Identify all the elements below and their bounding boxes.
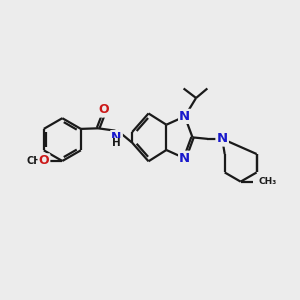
Text: N: N bbox=[179, 110, 190, 123]
Text: N: N bbox=[111, 131, 122, 144]
Text: O: O bbox=[39, 154, 49, 167]
Text: O: O bbox=[99, 103, 109, 116]
Text: H: H bbox=[112, 138, 121, 148]
Text: N: N bbox=[111, 131, 122, 144]
Text: N: N bbox=[179, 110, 190, 123]
Text: CH₃: CH₃ bbox=[259, 177, 277, 186]
Text: O: O bbox=[99, 103, 109, 116]
Text: N: N bbox=[179, 152, 190, 165]
Text: N: N bbox=[217, 132, 228, 146]
Text: N: N bbox=[179, 152, 190, 165]
Text: CH₃: CH₃ bbox=[26, 156, 46, 166]
Text: N: N bbox=[217, 132, 228, 146]
Text: H: H bbox=[112, 137, 121, 147]
Text: O: O bbox=[39, 154, 49, 167]
